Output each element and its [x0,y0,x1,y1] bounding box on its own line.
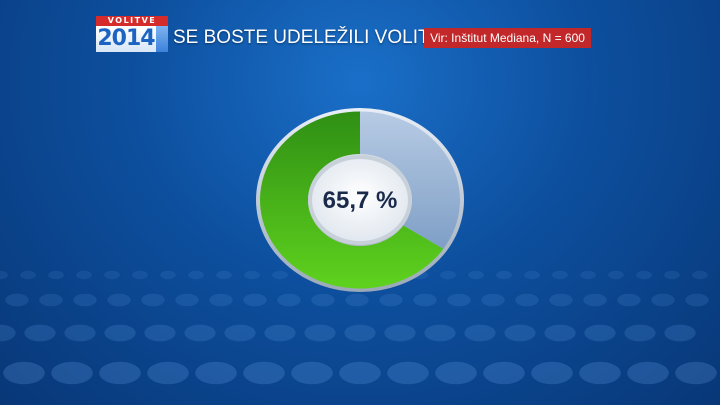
background-dot [291,361,333,385]
background-dot [76,270,92,280]
background-dot [243,293,267,307]
background-dot [0,270,8,280]
background-dot [184,324,216,342]
background-dot [387,361,429,385]
background-dot [608,270,624,280]
chart-title: SE BOSTE UDELEŽILI VOLITEV? [173,27,466,48]
background-dot [311,293,335,307]
background-dot [651,293,675,307]
background-dot [692,270,708,280]
background-dot [20,270,36,280]
background-dot [188,270,204,280]
background-dot [48,270,64,280]
background-dot [175,293,199,307]
donut-slice-rest [360,111,460,249]
background-dot [39,293,63,307]
background-dot [552,270,568,280]
background-dot [544,324,576,342]
background-dot [524,270,540,280]
background-dot [584,324,616,342]
background-dot [264,324,296,342]
background-dot [272,270,288,280]
background-dot [549,293,573,307]
background-dot [636,270,652,280]
background-dot [73,293,97,307]
donut-chart: 65,7 % [256,108,464,292]
background-dot [160,270,176,280]
background-dot [481,293,505,307]
background-dot [144,324,176,342]
source-badge: Vir: Inštitut Mediana, N = 600 [424,28,591,48]
donut-slice-main [260,111,444,289]
background-dot [224,324,256,342]
donut-hole [312,159,408,241]
donut-center-label: 65,7 % [323,187,398,214]
background-dot [51,361,93,385]
background-dot [664,270,680,280]
background-dot [304,324,336,342]
background-dot [685,293,709,307]
background-dot [3,361,45,385]
background-dot [344,324,376,342]
background-dot [504,324,536,342]
background-dot [413,293,437,307]
logo-top-label: VOLITVE [96,16,168,26]
background-dot [580,270,596,280]
background-dot [99,361,141,385]
background-dot [464,324,496,342]
background-dot [468,270,484,280]
background-dot [447,293,471,307]
background-dot [339,361,381,385]
background-dot [209,293,233,307]
background-dot [440,270,456,280]
background-dot [24,324,56,342]
background-dot [147,361,189,385]
background-dot [583,293,607,307]
background-dot [624,324,656,342]
background-dot [617,293,641,307]
logo-year: 2014 [96,26,156,52]
header-bar: VOLITVE 2014 SE BOSTE UDELEŽILI VOLITEV?… [0,0,720,70]
background-dot [64,324,96,342]
background-dot [104,324,136,342]
background-dot [483,361,525,385]
background-dot [664,324,696,342]
background-dot [435,361,477,385]
background-dot [531,361,573,385]
background-dot [384,324,416,342]
background-dot [104,270,120,280]
logo-flag-icon [156,26,168,52]
background-dot [345,293,369,307]
background-dot [424,324,456,342]
background-dot [379,293,403,307]
background-dot [5,293,29,307]
background-dot [243,361,285,385]
background-dot [627,361,669,385]
background-dot [0,324,16,342]
background-dot [216,270,232,280]
background-dot [675,361,717,385]
background-dot [132,270,148,280]
elections-logo: VOLITVE 2014 [96,16,168,52]
background-dot [141,293,165,307]
background-dot [579,361,621,385]
background-dot [277,293,301,307]
background-dot [496,270,512,280]
background-dot [244,270,260,280]
background-dot [515,293,539,307]
background-dot [195,361,237,385]
background-dot [107,293,131,307]
